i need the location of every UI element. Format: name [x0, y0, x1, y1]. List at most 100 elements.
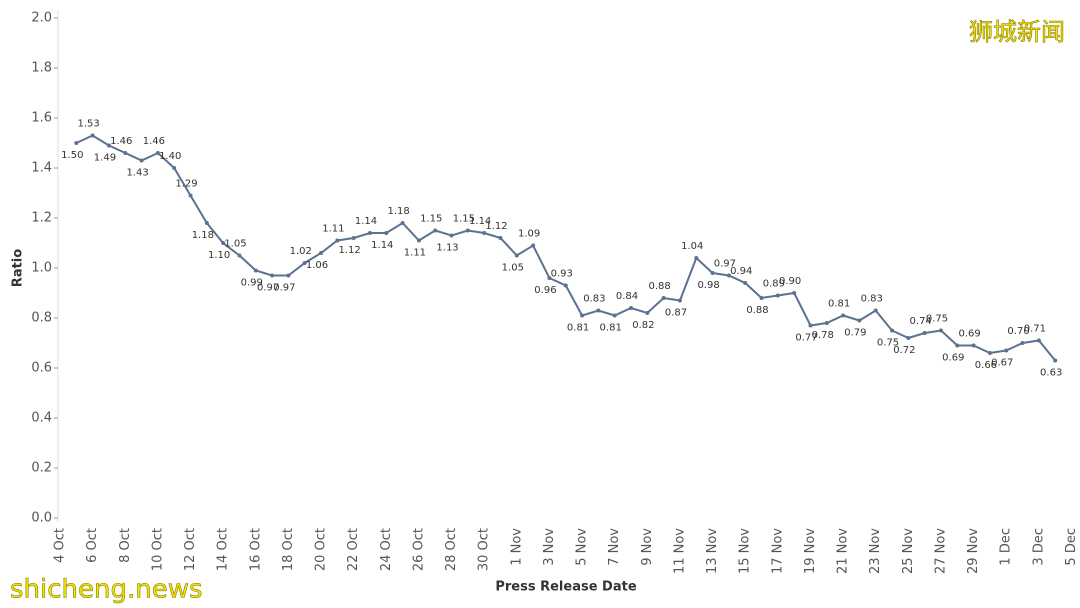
x-tick-label: 5 Nov	[575, 528, 590, 566]
data-label: 1.02	[290, 246, 312, 257]
point	[531, 243, 536, 248]
data-label: 1.12	[485, 221, 507, 232]
point	[792, 291, 797, 295]
x-tick-label: 10 Oct	[150, 528, 165, 571]
data-label: 1.10	[208, 250, 230, 261]
point	[188, 193, 193, 198]
point	[596, 308, 601, 313]
data-label: 1.12	[339, 245, 361, 256]
data-label: 0.70	[1007, 326, 1029, 337]
x-tick-label: 12 Oct	[183, 528, 198, 571]
point	[563, 283, 568, 288]
data-label: 0.74	[910, 316, 932, 327]
x-tick-label: 14 Oct	[216, 528, 231, 571]
watermark: shicheng.news	[10, 575, 203, 605]
data-label: 0.82	[632, 320, 654, 331]
point	[465, 228, 470, 233]
point	[123, 151, 128, 155]
y-tick-label: 2.0	[31, 11, 52, 26]
x-tick-label: 24 Oct	[379, 528, 394, 571]
point	[270, 273, 275, 278]
data-label: 0.72	[893, 345, 915, 356]
point	[400, 221, 405, 225]
x-tick-label: 25 Nov	[901, 528, 916, 574]
x-tick-label: 3 Dec	[1031, 528, 1046, 566]
data-label: 0.94	[730, 266, 752, 277]
line	[75, 134, 1056, 362]
point	[449, 233, 454, 238]
point	[580, 313, 585, 318]
x-tick-label: 20 Oct	[314, 528, 329, 571]
x-tick-label: 15 Nov	[738, 528, 753, 574]
data-label: 1.49	[94, 153, 116, 164]
x-tick-label: 30 Oct	[477, 528, 492, 571]
data-label: 0.81	[828, 299, 850, 310]
point	[677, 298, 682, 303]
data-label: 0.77	[795, 333, 817, 344]
point	[938, 328, 943, 333]
point	[106, 143, 111, 148]
point	[547, 276, 552, 280]
point	[971, 343, 976, 348]
y-tick-label: 0.8	[31, 311, 52, 326]
y-tick-label: 1.6	[31, 111, 52, 126]
x-tick-label: 13 Nov	[705, 528, 720, 574]
x-tick-label: 21 Nov	[836, 528, 851, 574]
data-label: 1.14	[469, 216, 491, 227]
data-label: 1.46	[110, 136, 132, 147]
point	[221, 241, 226, 245]
x-tick-label: 4 Oct	[53, 528, 68, 563]
data-label: 1.18	[387, 206, 409, 217]
x-tick-label: 1 Nov	[509, 528, 524, 566]
data-label: 0.63	[1040, 368, 1062, 379]
data-label: 0.99	[241, 278, 263, 289]
point	[155, 151, 160, 155]
x-tick-label: 28 Oct	[444, 528, 459, 571]
point	[694, 256, 699, 260]
point	[319, 251, 324, 255]
point	[237, 253, 242, 258]
data-label: 0.84	[616, 291, 638, 302]
x-tick-label: 6 Oct	[85, 528, 100, 563]
point	[890, 328, 895, 333]
data-label: 0.88	[746, 305, 768, 316]
point	[1053, 358, 1058, 363]
watermark: 狮城新闻	[969, 18, 1065, 46]
point	[645, 311, 650, 315]
data-label: 0.83	[583, 294, 605, 305]
data-label: 1.05	[224, 239, 246, 250]
data-label: 0.96	[534, 285, 556, 296]
point	[759, 296, 764, 300]
data-label: 1.29	[175, 179, 197, 190]
point	[302, 261, 307, 265]
data-label: 0.97	[257, 283, 279, 294]
data-label: 0.89	[763, 279, 785, 290]
x-tick-label: 3 Nov	[542, 528, 557, 566]
point	[498, 236, 503, 240]
data-label: 1.15	[420, 214, 442, 225]
data-label: 1.06	[306, 260, 328, 271]
data-label: 1.46	[143, 136, 165, 147]
point	[90, 133, 95, 138]
data-label: 0.69	[942, 353, 964, 364]
point	[1020, 341, 1025, 345]
y-tick-label: 1.0	[31, 261, 52, 276]
point	[726, 273, 731, 278]
point	[514, 253, 519, 258]
data-label: 0.79	[844, 328, 866, 339]
point	[873, 308, 878, 313]
data-label: 1.09	[518, 229, 540, 240]
point	[286, 273, 291, 278]
x-tick-label: 17 Nov	[770, 528, 785, 574]
data-label: 0.90	[779, 276, 801, 287]
x-tick-label: 18 Oct	[281, 528, 296, 571]
data-label: 0.81	[600, 323, 622, 334]
data-label: 0.75	[877, 338, 899, 349]
x-tick-label: 19 Nov	[803, 528, 818, 574]
x-tick-label: 16 Oct	[248, 528, 263, 571]
point	[416, 238, 421, 243]
y-tick-label: 1.2	[31, 211, 52, 226]
point	[808, 323, 813, 328]
point	[743, 281, 748, 285]
